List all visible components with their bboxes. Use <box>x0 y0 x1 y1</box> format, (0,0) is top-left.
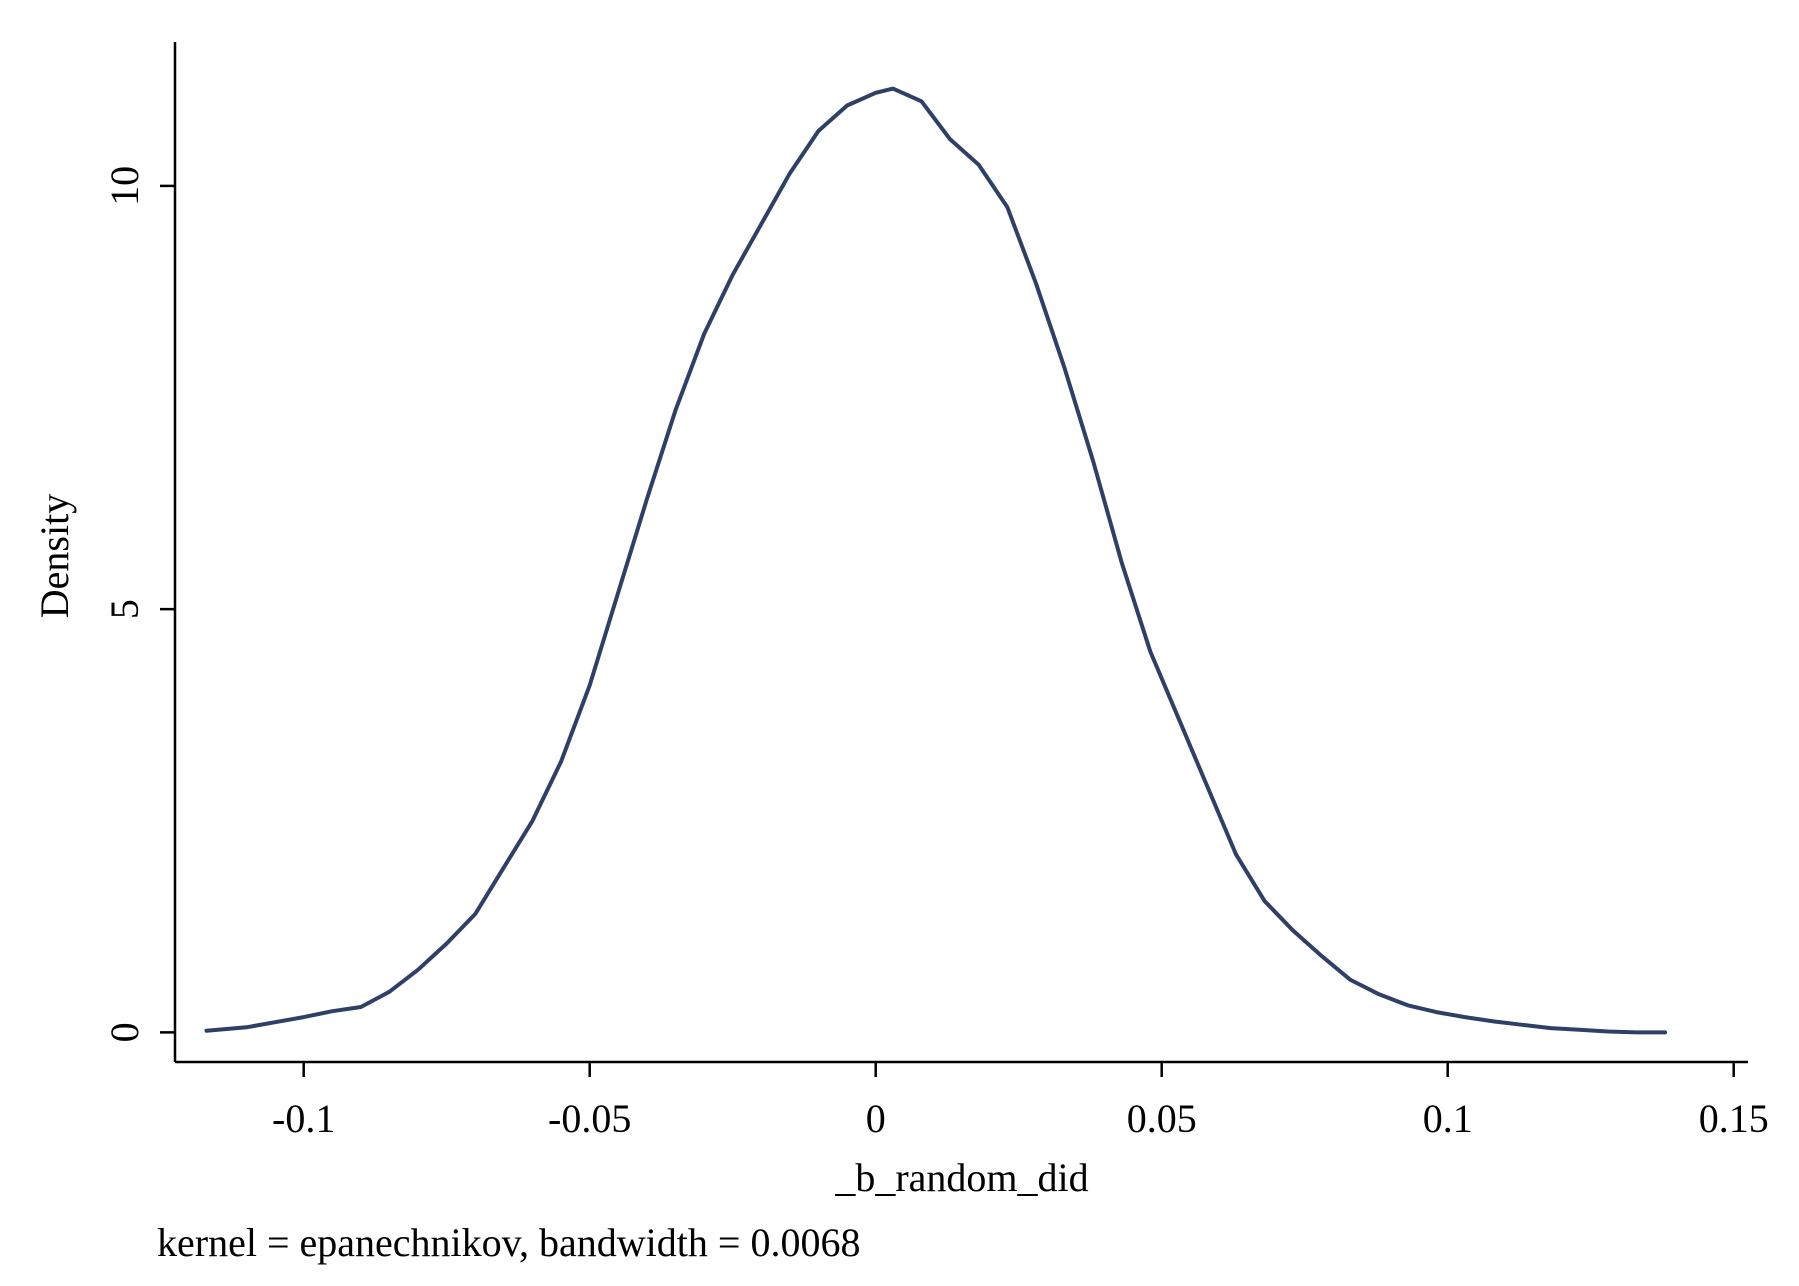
series-layer <box>204 86 1668 1035</box>
x-tick-label: -0.05 <box>548 1096 631 1141</box>
y-axis-ticks: 0 5 10 <box>102 166 175 1042</box>
y-axis-title: Density <box>32 494 77 618</box>
y-tick-label: 0 <box>102 1022 147 1042</box>
x-axis-title: _b_random_did <box>834 1155 1088 1200</box>
density-curve-0 <box>204 86 1668 1035</box>
x-tick-label: -0.1 <box>272 1096 335 1141</box>
x-tick-label: 0.15 <box>1699 1096 1769 1141</box>
x-tick-label: 0.1 <box>1423 1096 1473 1141</box>
x-axis-ticks: -0.1 -0.05 0 0.05 0.1 0.15 <box>272 1062 1769 1141</box>
chart-note: kernel = epanechnikov, bandwidth = 0.006… <box>157 1220 860 1265</box>
y-tick-label: 5 <box>102 599 147 619</box>
x-tick-label: 0.05 <box>1127 1096 1197 1141</box>
y-tick-label: 10 <box>102 166 147 206</box>
x-tick-label: 0 <box>866 1096 886 1141</box>
